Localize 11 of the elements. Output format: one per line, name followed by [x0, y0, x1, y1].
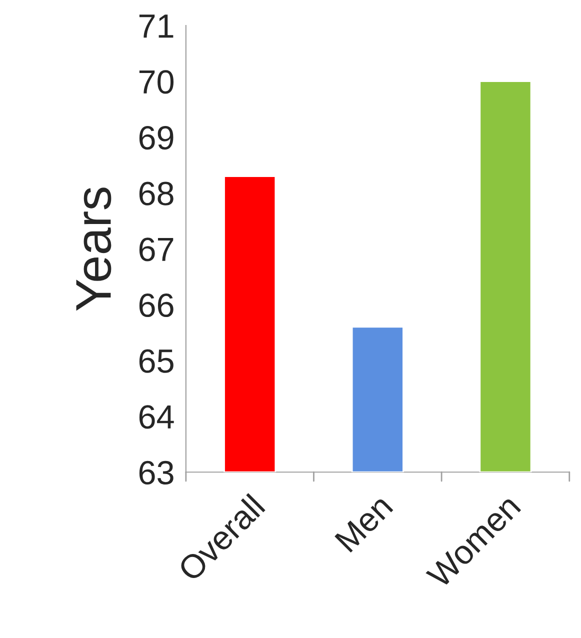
x-tick-label: Men	[334, 494, 394, 553]
y-tick-label: 66	[139, 293, 174, 318]
y-axis-title: Years	[76, 188, 112, 311]
y-tick-label: 71	[139, 14, 174, 38]
y-tick-label: 64	[139, 405, 174, 429]
y-tick-label: 65	[139, 349, 174, 373]
y-tick-label: 67	[139, 238, 174, 262]
y-tick-label: 69	[139, 126, 174, 150]
y-tick-label: 70	[139, 70, 174, 94]
y-tick-label: 63	[139, 460, 174, 485]
y-tick-label: 68	[139, 182, 174, 206]
